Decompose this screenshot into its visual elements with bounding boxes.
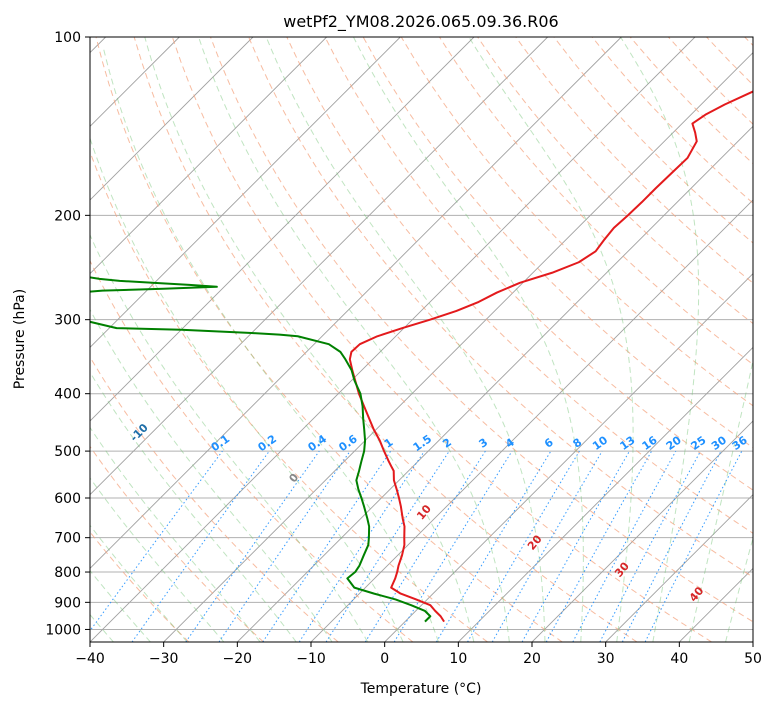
isotherm-line [90,37,622,569]
y-tick-label: 1000 [45,622,81,638]
dry-adiabat-line [90,356,339,642]
mixing-ratio-line [262,450,392,642]
x-tick-label: −20 [223,651,253,667]
x-tick-label: 20 [523,651,541,667]
plot-frame [89,36,754,643]
moist-adiabat-line [620,37,700,642]
moist-adiabat-line [90,426,261,642]
mixing-ratio-line [545,450,653,642]
isotherm-line [237,125,753,642]
x-tick-label: −40 [75,651,105,667]
isotherm-line [90,37,696,642]
x-tick-label: 0 [380,651,389,667]
moist-adiabat-line [144,37,475,642]
chart-title: wetPf2_YM08.2026.065.09.36.R06 [283,12,558,32]
dry-adiabat-line [90,445,264,642]
isotherm-line [163,52,753,642]
isotherm-line [90,37,327,275]
moist-adiabat-line [90,308,333,642]
y-tick-label: 200 [54,208,81,224]
moist-adiabat-line [90,371,297,642]
moist-adiabat-line [688,358,753,642]
moist-adiabat-line [103,49,439,642]
dry-adiabat-line [133,37,638,642]
x-tick-label: 10 [449,651,467,667]
mixing-ratio-line [644,450,743,642]
moist-adiabat-line [265,37,546,642]
mixing-ratio-line [521,450,630,642]
y-tick-label: 400 [54,387,81,403]
moist-adiabat-line [90,136,404,642]
isotherm-line [90,37,548,496]
mixing-ratio-line [185,450,320,642]
moist-adiabat-line [198,37,510,642]
x-axis-label: Temperature (°C) [360,681,482,697]
y-tick-label: 600 [54,491,81,507]
y-tick-label: 700 [54,531,81,547]
mixing-ratio-line [325,450,450,642]
dewpoint-profile-line [90,276,432,623]
dry-adiabat-line [248,37,753,578]
moist-adiabat-line [90,233,369,642]
temperature-profile-line [348,90,753,623]
moist-adiabat-line [725,536,753,642]
plot-background [90,37,753,642]
y-tick-label: 800 [54,565,81,581]
x-tick-label: 30 [597,651,615,667]
isotherm-line [458,346,753,642]
isotherm-line [605,494,753,642]
x-tick-label: 40 [670,651,688,667]
mixing-ratio-line [298,450,425,642]
y-tick-label: 100 [54,30,81,46]
isotherm-line [90,37,475,422]
dry-adiabat-line [171,37,712,642]
x-tick-label: 50 [744,651,762,667]
dry-adiabat-line [95,37,563,642]
isotherm-line [384,273,753,642]
mixing-ratio-line [218,450,351,642]
mixing-ratio-line [131,450,270,642]
mixing-ratio-line [90,450,223,632]
y-tick-label: 300 [54,313,81,329]
y-tick-label: 900 [54,595,81,611]
dry-adiabat-line [286,37,753,534]
y-axis-label: Pressure (hPa) [12,289,28,389]
mixing-ratio-line [572,450,677,642]
dry-adiabat-line [324,37,753,491]
mixing-ratio-line [393,450,513,642]
isotherm-line [90,37,401,348]
x-tick-label: −10 [296,651,326,667]
moist-adiabat-line [353,37,584,642]
isotherm-line [752,641,753,642]
dry-adiabat-line [90,259,414,642]
dry-adiabat-line [515,37,753,284]
x-tick-label: −30 [149,651,179,667]
moist-adiabat-line [90,477,225,642]
isotherm-line [90,37,254,201]
isotherm-line [531,420,753,642]
dry-adiabat-line [210,37,753,623]
y-tick-label: 500 [54,444,81,460]
